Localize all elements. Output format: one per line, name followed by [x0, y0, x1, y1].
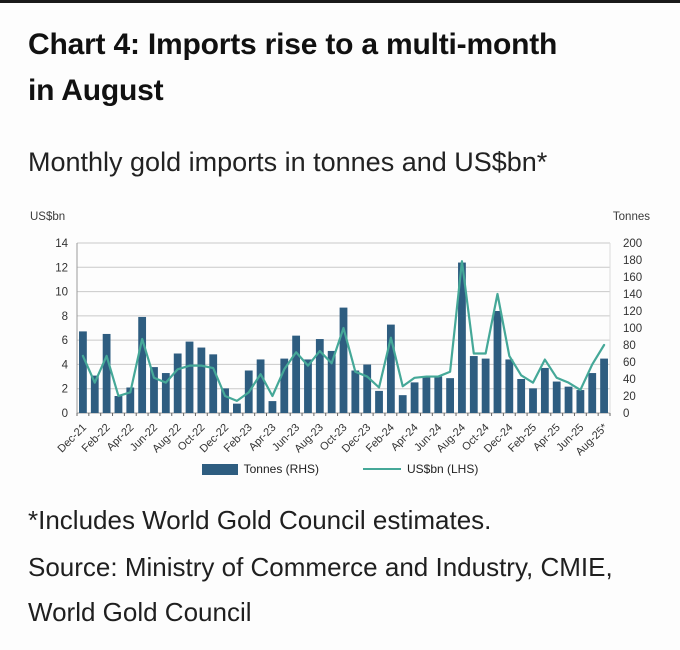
- svg-text:12: 12: [55, 262, 68, 274]
- bar-Jul-23: [304, 359, 312, 413]
- legend-item-tonnes: Tonnes (RHS): [201, 462, 319, 476]
- svg-text:0: 0: [623, 408, 629, 420]
- bar-Jan-23: [233, 403, 241, 413]
- bar-Jan-22: [90, 375, 99, 413]
- bar-Jun-24: [434, 376, 443, 413]
- bar-Nov-24: [493, 311, 502, 413]
- chart-subtitle: Monthly gold imports in tonnes and US$bn…: [28, 147, 548, 177]
- svg-text:140: 140: [623, 289, 642, 301]
- bar-Dec-23: [363, 364, 372, 413]
- bar-Oct-22: [197, 347, 206, 413]
- svg-text:80: 80: [623, 340, 636, 352]
- source-line-2: World Gold Council: [28, 597, 252, 627]
- svg-text:6: 6: [62, 335, 68, 347]
- chart-footnote: *Includes World Gold Council estimates.: [28, 505, 492, 535]
- bar-Feb-25: [529, 388, 537, 413]
- chart-legend: Tonnes (RHS) US$bn (LHS): [28, 462, 652, 476]
- bar-Jun-23: [292, 335, 301, 413]
- bars-tonnes-series: [79, 262, 608, 413]
- bar-Dec-21: [79, 331, 87, 413]
- svg-text:US$bn: US$bn: [30, 211, 65, 223]
- legend-bar-swatch: [201, 463, 238, 475]
- bar-Oct-23: [339, 307, 348, 413]
- svg-text:40: 40: [623, 374, 636, 386]
- legend-line-swatch: [362, 468, 401, 470]
- bar-Jan-25: [517, 379, 526, 413]
- bar-Sep-22: [185, 341, 194, 413]
- bar-May-23: [280, 358, 289, 413]
- top-border-strip: [0, 0, 680, 3]
- svg-text:0: 0: [62, 408, 68, 420]
- bar-Feb-22: [102, 333, 111, 413]
- bar-Apr-23: [268, 401, 277, 413]
- svg-text:14: 14: [55, 238, 68, 250]
- bar-Dec-22: [221, 388, 229, 413]
- bar-Apr-25: [552, 381, 561, 413]
- svg-text:200: 200: [623, 238, 642, 250]
- bar-Jun-22: [150, 367, 158, 413]
- title-line-2: in August: [28, 74, 164, 107]
- svg-text:180: 180: [623, 255, 642, 267]
- legend-tonnes-label: Tonnes (RHS): [243, 462, 319, 476]
- bar-Sep-24: [469, 356, 478, 413]
- bar-Jun-25: [576, 390, 585, 413]
- bar-Nov-23: [351, 370, 360, 413]
- bar-Aug-25*: [600, 358, 608, 413]
- bar-Apr-22: [126, 387, 135, 413]
- source-line-1: Source: Ministry of Commerce and Industr…: [28, 552, 613, 582]
- axis-titles: US$bn Tonnes: [30, 211, 650, 223]
- x-axis-labels: Dec-21Feb-22Apr-22Jun-22Aug-22Oct-22Dec-…: [55, 421, 610, 456]
- bar-May-22: [138, 316, 147, 413]
- bar-Sep-23: [327, 350, 336, 413]
- bar-Oct-24: [481, 358, 490, 413]
- bar-Jan-24: [375, 390, 383, 413]
- bar-Mar-25: [540, 367, 549, 413]
- line-usdbn-series: [81, 260, 606, 402]
- page-title: Chart 4: Imports rise to a multi-month in…: [28, 22, 652, 114]
- bar-Nov-22: [209, 354, 218, 413]
- bar-Jul-24: [446, 378, 454, 413]
- svg-text:4: 4: [62, 359, 69, 371]
- bar-Jul-22: [161, 373, 170, 413]
- bar-Aug-22: [173, 353, 182, 413]
- bar-May-25: [564, 386, 573, 413]
- svg-text:10: 10: [55, 287, 68, 299]
- title-line-1: Chart 4: Imports rise to a multi-month: [28, 28, 558, 61]
- chart-container: US$bn Tonnes 0 2 4 6 8 10 12 14 0 20 40 60 80 100 120 140…: [28, 204, 652, 456]
- bar-Feb-24: [386, 324, 395, 413]
- bar-Dec-24: [505, 359, 514, 413]
- left-axis-labels: 0 2 4 6 8 10 12 14: [55, 238, 68, 420]
- right-axis-labels: 0 20 40 60 80 100 120 140 160 180 200: [623, 238, 642, 420]
- bar-Mar-24: [398, 395, 407, 413]
- svg-text:160: 160: [623, 272, 642, 284]
- legend-usdbn-label: US$bn (LHS): [406, 462, 479, 476]
- bar-Apr-24: [410, 382, 419, 413]
- bar-May-24: [422, 376, 431, 413]
- chart-source: Source: Ministry of Commerce and Industr…: [28, 545, 652, 635]
- bar-Mar-23: [256, 359, 265, 413]
- bar-Mar-22: [114, 396, 123, 413]
- article-page: Chart 4: Imports rise to a multi-month in…: [0, 22, 680, 635]
- svg-text:120: 120: [623, 306, 642, 318]
- svg-text:20: 20: [623, 391, 636, 403]
- svg-text:8: 8: [62, 311, 68, 323]
- bar-Jul-25: [588, 373, 597, 413]
- legend-item-usdbn: US$bn (LHS): [362, 462, 479, 476]
- svg-text:2: 2: [62, 384, 68, 396]
- svg-text:Tonnes: Tonnes: [613, 211, 650, 223]
- bar-Aug-24: [458, 262, 466, 413]
- bar-Aug-23: [315, 339, 324, 413]
- svg-text:60: 60: [623, 357, 636, 369]
- gold-imports-combo-chart: US$bn Tonnes02468101214020406080100120140…: [30, 211, 650, 456]
- x-axis-ticks: [76, 413, 611, 416]
- svg-text:100: 100: [623, 323, 642, 335]
